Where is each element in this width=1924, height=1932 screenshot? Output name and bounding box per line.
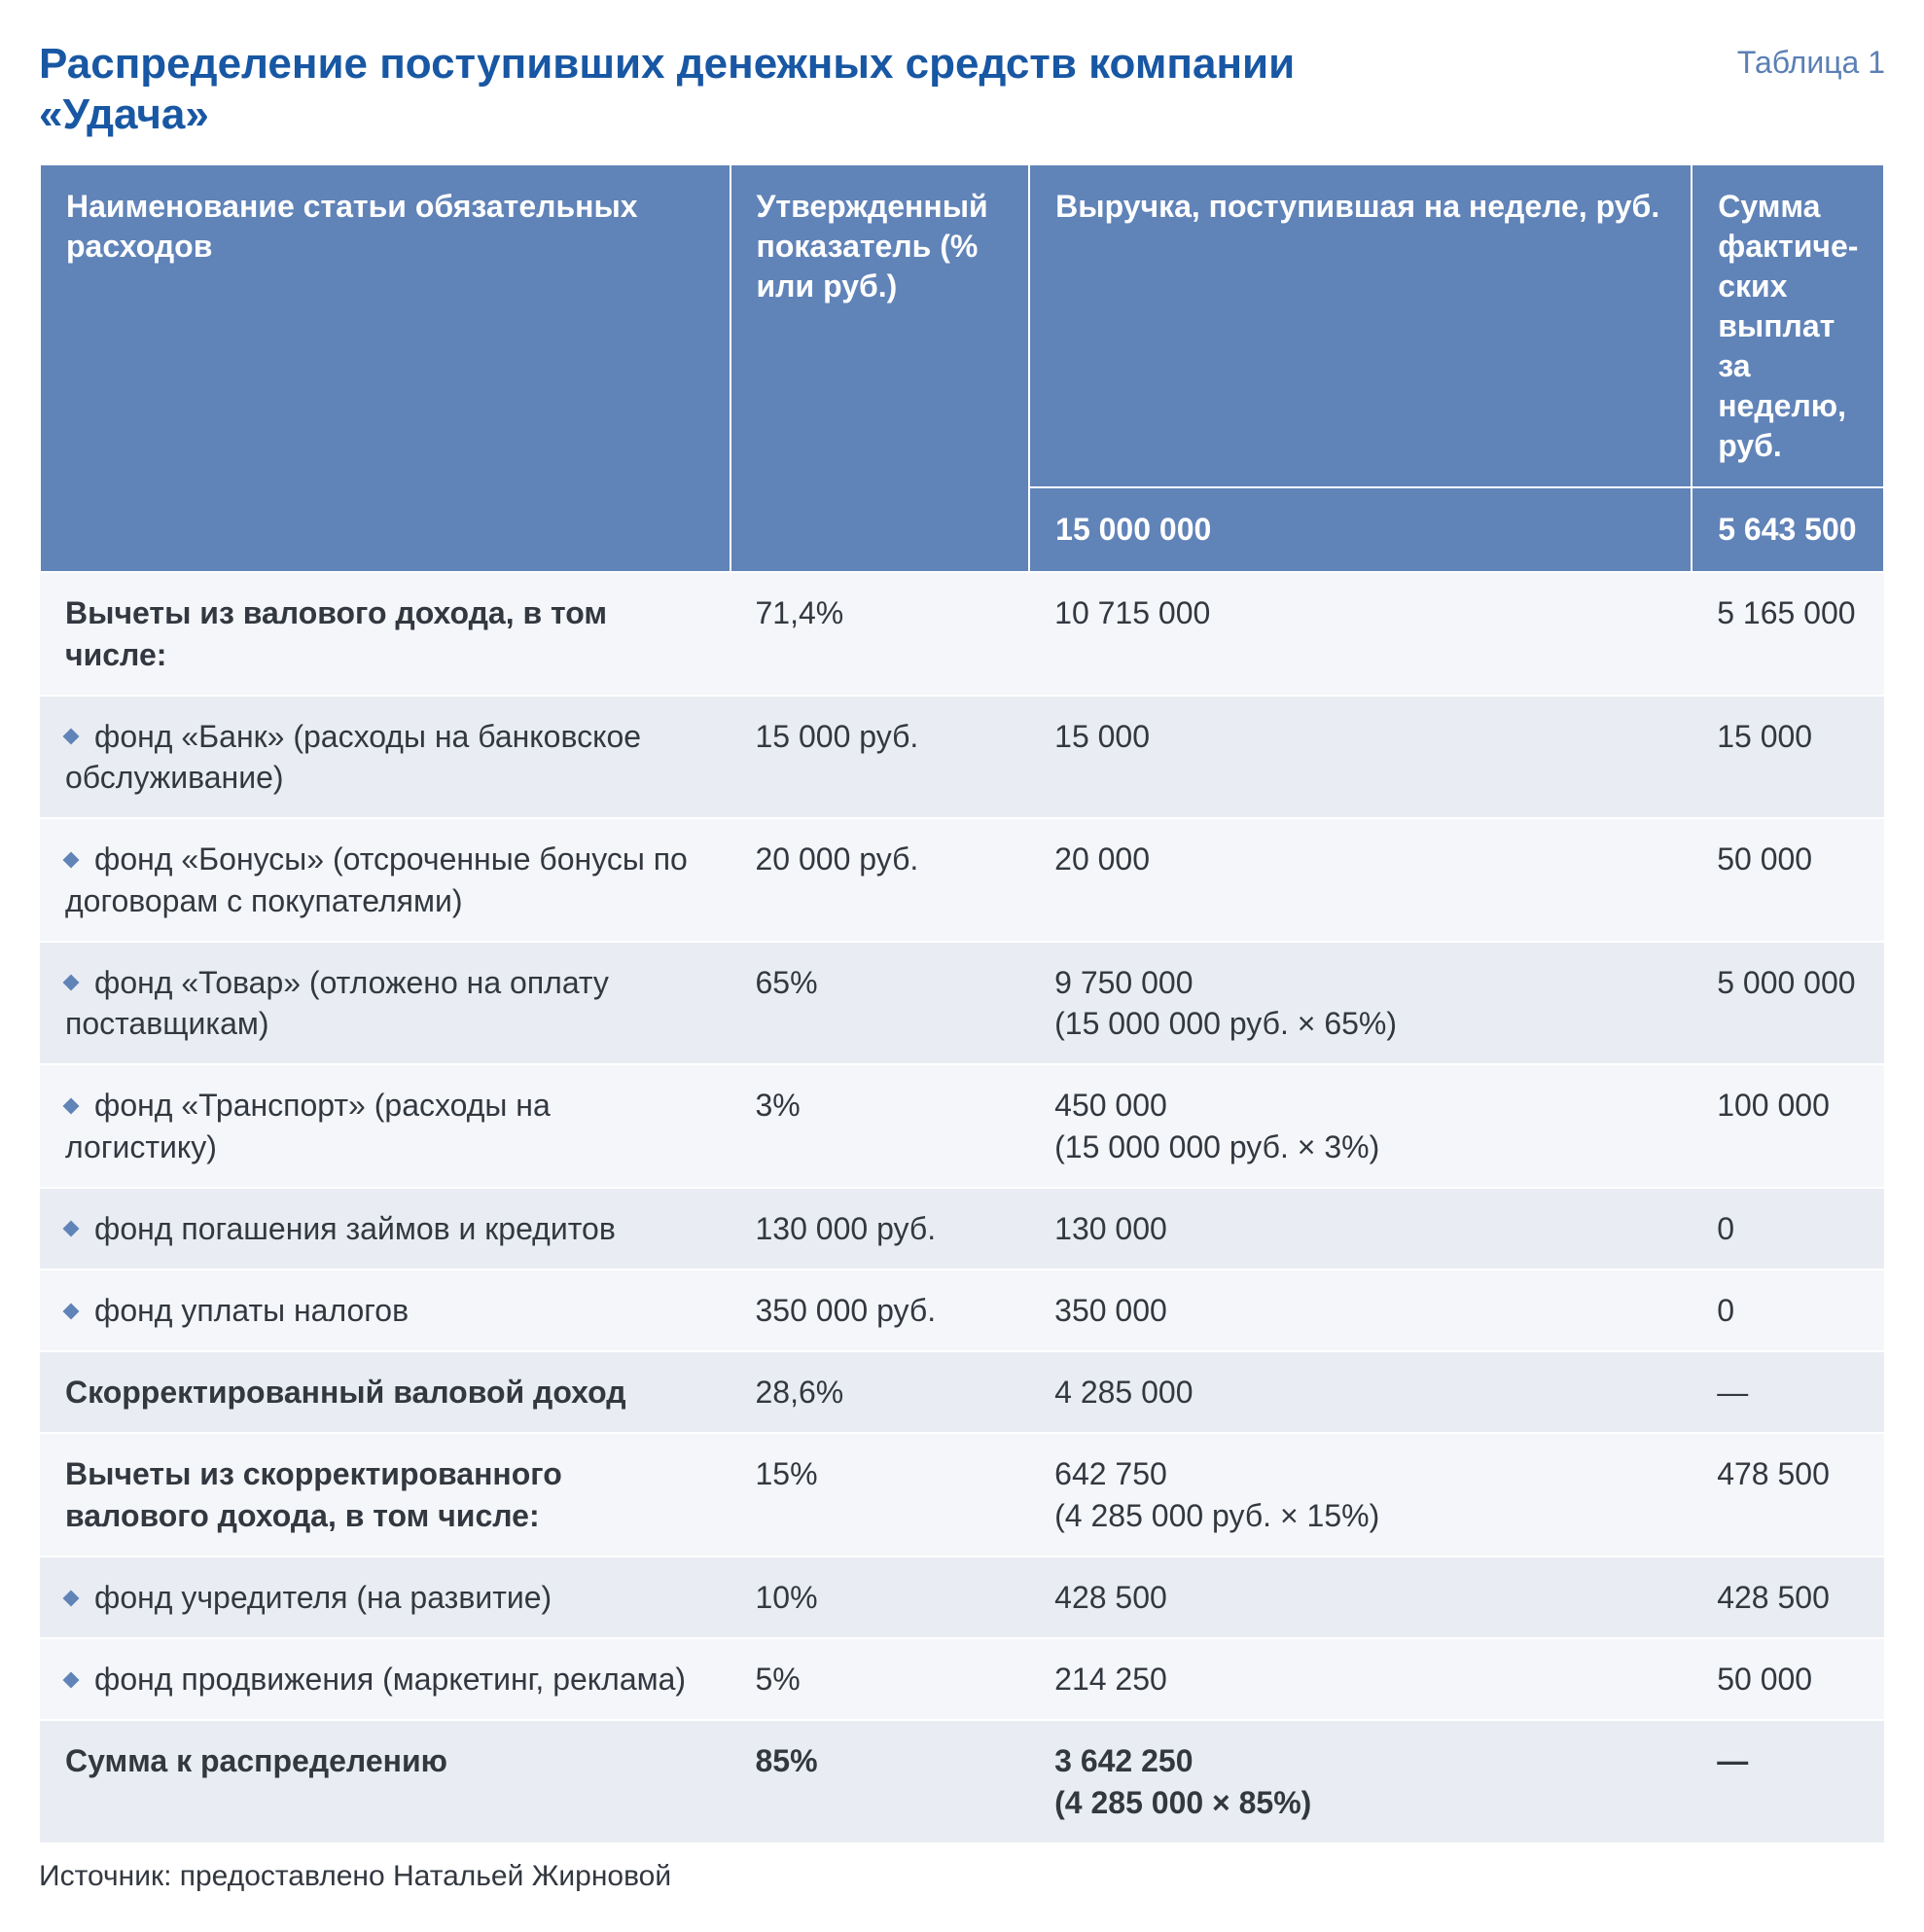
cell-metric: 71,4% xyxy=(730,572,1030,695)
diamond-bullet-icon xyxy=(63,1097,80,1114)
cell-revenue: 130 000 xyxy=(1029,1188,1692,1270)
table-label: Таблица 1 xyxy=(1737,39,1885,81)
col-header-metric: Утвержден­ный показа­тель (% или руб.) xyxy=(730,164,1030,573)
subheader-revenue: 15 000 000 xyxy=(1029,487,1692,572)
cell-name: фонд погашения займов и кредитов xyxy=(40,1188,730,1270)
cell-name: фонд уплаты налогов xyxy=(40,1270,730,1351)
cell-actual: — xyxy=(1692,1720,1884,1843)
table-row: фонд продвижения (маркетинг, реклама) 5%2… xyxy=(40,1638,1884,1720)
cell-revenue: 642 750(4 285 000 руб. × 15%) xyxy=(1029,1433,1692,1556)
cell-metric: 350 000 руб. xyxy=(730,1270,1030,1351)
table-row: Сумма к распределению85%3 642 250(4 285 … xyxy=(40,1720,1884,1843)
table-row: фонд «Транспорт» (расходы на логистику) 3… xyxy=(40,1064,1884,1187)
row-label: фонд «Банк» (расходы на банковское обслу… xyxy=(65,719,641,795)
diamond-bullet-icon xyxy=(63,1221,80,1237)
table-header-row: Наименование статьи обязательных расходо… xyxy=(40,164,1884,488)
cell-name: Сумма к распределению xyxy=(40,1720,730,1843)
table-row: фонд учредителя (на развитие)10%428 5004… xyxy=(40,1556,1884,1638)
cell-name: фонд учредителя (на развитие) xyxy=(40,1556,730,1638)
diamond-bullet-icon xyxy=(63,1590,80,1606)
cell-revenue: 450 000(15 000 000 руб. × 3%) xyxy=(1029,1064,1692,1187)
row-label: фонд «Транспорт» (расходы на логистику) xyxy=(65,1088,551,1163)
row-label: фонд учредителя (на развитие) xyxy=(90,1580,552,1615)
table-row: фонд погашения займов и кредитов 130 000 … xyxy=(40,1188,1884,1270)
funds-table: Наименование статьи обязательных расходо… xyxy=(39,163,1885,1844)
cell-metric: 85% xyxy=(730,1720,1030,1843)
cell-metric: 65% xyxy=(730,942,1030,1064)
page-title: Распределение поступивших денежных средс… xyxy=(39,39,1401,140)
cell-actual: 5 000 000 xyxy=(1692,942,1884,1064)
diamond-bullet-icon xyxy=(63,1671,80,1688)
cell-revenue: 350 000 xyxy=(1029,1270,1692,1351)
cell-actual: 0 xyxy=(1692,1188,1884,1270)
row-label: фонд уплаты налогов xyxy=(90,1293,409,1328)
table-row: фонд «Товар» (отложено на оплату поставщ… xyxy=(40,942,1884,1064)
cell-actual: 50 000 xyxy=(1692,818,1884,941)
cell-name: фонд «Банк» (расходы на банковское обслу… xyxy=(40,696,730,818)
cell-name: Вычеты из скорректированного валового до… xyxy=(40,1433,730,1556)
diamond-bullet-icon xyxy=(63,1303,80,1319)
cell-metric: 3% xyxy=(730,1064,1030,1187)
diamond-bullet-icon xyxy=(63,851,80,868)
table-row: фонд «Банк» (расходы на банковское обслу… xyxy=(40,696,1884,818)
cell-metric: 130 000 руб. xyxy=(730,1188,1030,1270)
table-row: Вычеты из валового дохода, в том числе:7… xyxy=(40,572,1884,695)
cell-metric: 20 000 руб. xyxy=(730,818,1030,941)
cell-metric: 5% xyxy=(730,1638,1030,1720)
cell-revenue: 9 750 000(15 000 000 руб. × 65%) xyxy=(1029,942,1692,1064)
subheader-actual: 5 643 500 xyxy=(1692,487,1884,572)
cell-name: фонд «Транспорт» (расходы на логистику) xyxy=(40,1064,730,1187)
cell-metric: 28,6% xyxy=(730,1351,1030,1433)
cell-actual: 428 500 xyxy=(1692,1556,1884,1638)
cell-actual: 15 000 xyxy=(1692,696,1884,818)
cell-actual: 478 500 xyxy=(1692,1433,1884,1556)
table-row: фонд «Бонусы» (отсроченные бонусы по дог… xyxy=(40,818,1884,941)
cell-revenue: 15 000 xyxy=(1029,696,1692,818)
row-label: фонд погашения займов и кредитов xyxy=(90,1211,616,1246)
cell-actual: 100 000 xyxy=(1692,1064,1884,1187)
cell-revenue: 428 500 xyxy=(1029,1556,1692,1638)
cell-name: Вычеты из валового дохода, в том числе: xyxy=(40,572,730,695)
diamond-bullet-icon xyxy=(63,729,80,745)
cell-name: Скорректированный валовой доход xyxy=(40,1351,730,1433)
table-row: фонд уплаты налогов 350 000 руб.350 0000 xyxy=(40,1270,1884,1351)
header-row: Распределение поступивших денежных средс… xyxy=(39,39,1885,140)
cell-name: фонд «Бонусы» (отсроченные бонусы по дог… xyxy=(40,818,730,941)
cell-revenue: 4 285 000 xyxy=(1029,1351,1692,1433)
cell-actual: 0 xyxy=(1692,1270,1884,1351)
cell-name: фонд «Товар» (отложено на оплату поставщ… xyxy=(40,942,730,1064)
cell-actual: — xyxy=(1692,1351,1884,1433)
col-header-name: Наименование статьи обязательных расходо… xyxy=(40,164,730,573)
row-label: фонд «Товар» (отложено на оплату поставщ… xyxy=(65,965,609,1041)
cell-revenue: 3 642 250(4 285 000 × 85%) xyxy=(1029,1720,1692,1843)
cell-actual: 5 165 000 xyxy=(1692,572,1884,695)
cell-revenue: 10 715 000 xyxy=(1029,572,1692,695)
cell-revenue: 214 250 xyxy=(1029,1638,1692,1720)
table-body: Вычеты из валового дохода, в том числе:7… xyxy=(40,572,1884,1843)
cell-name: фонд продвижения (маркетинг, реклама) xyxy=(40,1638,730,1720)
cell-metric: 10% xyxy=(730,1556,1030,1638)
table-row: Скорректированный валовой доход28,6%4 28… xyxy=(40,1351,1884,1433)
col-header-revenue: Выручка, поступив­шая на неделе, руб. xyxy=(1029,164,1692,488)
source-note: Источник: предоставлено Натальей Жирново… xyxy=(39,1844,1885,1893)
page-wrap: Распределение поступивших денежных средс… xyxy=(39,39,1885,1893)
row-label: фонд продвижения (маркетинг, реклама) xyxy=(90,1662,686,1697)
cell-actual: 50 000 xyxy=(1692,1638,1884,1720)
row-label: фонд «Бонусы» (отсроченные бонусы по дог… xyxy=(65,841,688,917)
cell-metric: 15 000 руб. xyxy=(730,696,1030,818)
cell-metric: 15% xyxy=(730,1433,1030,1556)
cell-revenue: 20 000 xyxy=(1029,818,1692,941)
col-header-actual: Сумма фактиче­ских выплат за неделю, руб… xyxy=(1692,164,1884,488)
diamond-bullet-icon xyxy=(63,975,80,991)
table-row: Вычеты из скорректированного валового до… xyxy=(40,1433,1884,1556)
